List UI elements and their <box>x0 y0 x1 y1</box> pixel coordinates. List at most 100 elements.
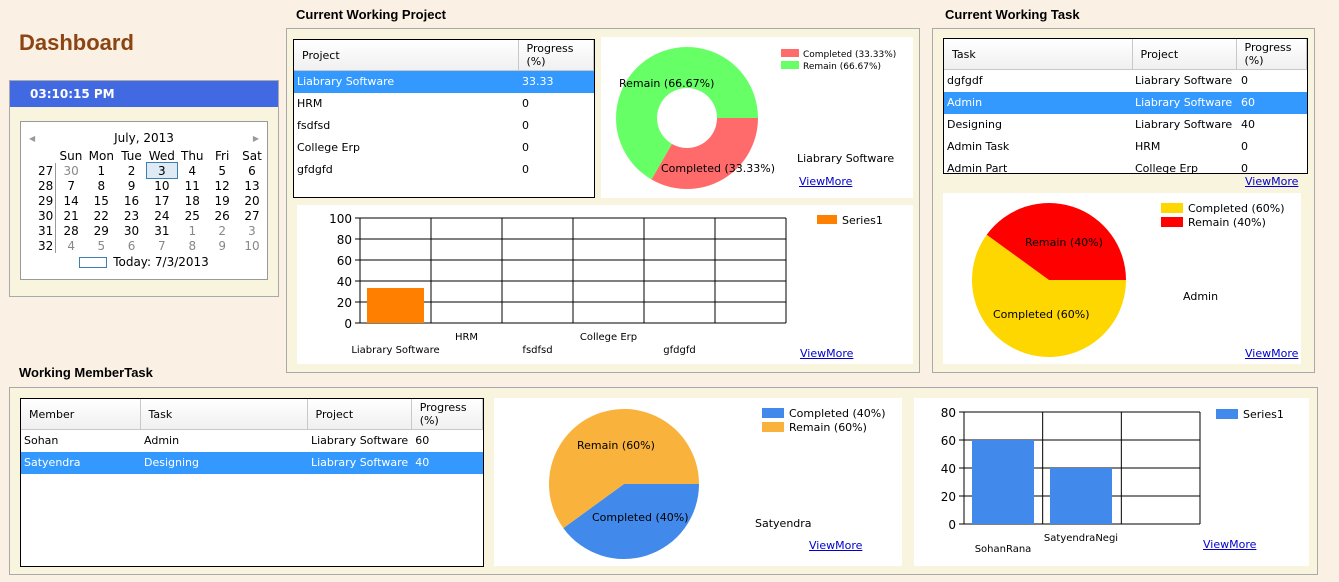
calendar-day[interactable]: 9 <box>218 238 226 253</box>
calendar-day[interactable]: 29 <box>93 223 109 238</box>
task-cell: HRM <box>1135 140 1161 153</box>
project-row[interactable]: College Erp 0 <box>294 137 594 159</box>
calendar-day[interactable]: 12 <box>214 178 230 193</box>
y-tick-label: 40 <box>941 462 956 476</box>
task-grid-viewmore-link[interactable]: ViewMore <box>1245 175 1299 188</box>
task-col-task[interactable]: Task <box>944 39 1133 70</box>
calendar-day[interactable]: 22 <box>93 208 109 223</box>
member-col-project[interactable]: Project <box>307 399 412 430</box>
calendar-today-label[interactable]: Today: 7/3/2013 <box>113 255 209 269</box>
task-panel: Task Project Progress (%) dgfgdf Liabrary… <box>932 28 1315 373</box>
calendar-day[interactable]: 10 <box>244 238 260 253</box>
calendar-day[interactable]: 25 <box>184 208 200 223</box>
calendar-day[interactable]: 3 <box>248 223 256 238</box>
calendar-prev-icon[interactable]: ◀ <box>29 133 36 143</box>
member-pie-label-completed: Completed (40%) <box>592 511 689 524</box>
calendar-next-icon[interactable]: ▶ <box>252 133 259 143</box>
project-col-progress[interactable]: Progress (%) <box>518 40 594 71</box>
calendar-day[interactable]: 30 <box>123 223 140 238</box>
member-pie-viewmore-link[interactable]: ViewMore <box>809 539 863 552</box>
calendar-day[interactable]: 26 <box>214 208 230 223</box>
member-bar-legend: Series1 <box>1243 408 1284 421</box>
task-row[interactable]: Admin Part College Erp 0 <box>944 158 1307 174</box>
calendar-day[interactable]: 20 <box>244 193 260 208</box>
member-pie-slice-remain <box>549 409 699 529</box>
calendar-day[interactable]: 3 <box>145 162 179 179</box>
project-bar-viewmore-link[interactable]: ViewMore <box>800 347 854 360</box>
task-cell: 0 <box>1241 74 1248 88</box>
calendar-day[interactable]: 9 <box>127 178 136 193</box>
member-cell: 60 <box>415 434 430 448</box>
weekday-header: Mon <box>88 148 114 163</box>
member-bar-svg: 0 20 40 60 80 SohanRana SatyendraNegi Series1 <box>941 406 1284 555</box>
week-number: 29 <box>26 193 57 208</box>
member-pie-legend-swatch-remain <box>762 422 784 432</box>
task-col-project[interactable]: Project <box>1132 39 1237 70</box>
calendar-day[interactable]: 19 <box>214 193 230 208</box>
x-tick-label: Liabrary Software <box>351 345 439 356</box>
project-row[interactable]: HRM 0 <box>294 93 594 115</box>
project-donut-viewmore-link[interactable]: ViewMore <box>799 175 853 188</box>
calendar-month-label[interactable]: July, 2013 <box>114 131 174 145</box>
task-row[interactable]: Admin Task HRM 0 <box>944 136 1307 158</box>
project-row[interactable]: fsdfsd 0 <box>294 115 594 137</box>
calendar-day[interactable]: 11 <box>184 178 200 193</box>
calendar-day[interactable]: 23 <box>123 208 140 223</box>
task-cell: College Erp <box>1135 162 1198 174</box>
calendar-day[interactable]: 5 <box>218 163 226 178</box>
task-row[interactable]: dgfgdf Liabrary Software 0 <box>944 70 1307 92</box>
task-grid[interactable]: Task Project Progress (%) dgfgdf Liabrary… <box>943 38 1308 174</box>
calendar-day[interactable]: 28 <box>63 223 79 238</box>
calendar-day[interactable]: 8 <box>97 178 106 193</box>
task-pie-viewmore-link[interactable]: ViewMore <box>1245 347 1299 360</box>
weekday-header: Sun <box>59 148 83 163</box>
member-bar-legend-swatch <box>1216 409 1238 419</box>
calendar-day[interactable]: 8 <box>188 238 197 253</box>
project-cell: Liabrary Software <box>294 70 518 93</box>
calendar-day[interactable]: 1 <box>188 223 197 238</box>
member-row[interactable]: Satyendra Designing Liabrary Software 40 <box>21 451 483 474</box>
calendar-day[interactable]: 24 <box>154 208 170 223</box>
calendar-day[interactable]: 13 <box>244 178 260 193</box>
calendar-day[interactable]: 7 <box>67 178 75 193</box>
donut-caption: Liabrary Software <box>797 152 894 165</box>
member-row[interactable]: Sohan Admin Liabrary Software 60 <box>21 430 483 452</box>
project-row[interactable]: gfdgfd 0 <box>294 159 594 181</box>
task-row[interactable]: Designing Liabrary Software 40 <box>944 114 1307 136</box>
task-pie-slice-completed <box>972 234 1126 357</box>
calendar-day[interactable]: 7 <box>158 238 166 253</box>
calendar-day[interactable]: 31 <box>154 223 170 238</box>
calendar-day[interactable]: 18 <box>184 193 200 208</box>
calendar-day[interactable]: 5 <box>97 238 106 253</box>
calendar[interactable]: ◀ July, 2013 ▶ Sun Mon Tue Wed Thu Fri Sat 27 3… <box>20 121 268 280</box>
clock: 03:10:15 PM <box>10 81 278 107</box>
project-row[interactable]: Liabrary Software 33.33 <box>294 70 594 93</box>
calendar-day[interactable]: 16 <box>123 193 140 208</box>
member-col-progress[interactable]: Progress (%) <box>411 399 483 430</box>
today-marker-icon <box>79 256 108 268</box>
calendar-day[interactable]: 14 <box>63 193 79 208</box>
y-tick-label: 60 <box>337 254 352 268</box>
calendar-day[interactable]: 4 <box>67 238 75 253</box>
member-bar-viewmore-link[interactable]: ViewMore <box>1203 538 1257 551</box>
task-row[interactable]: Admin Liabrary Software 60 <box>944 91 1307 114</box>
calendar-day[interactable]: 21 <box>63 208 79 223</box>
project-grid[interactable]: Project Progress (%) Liabrary Software 33… <box>293 39 595 198</box>
calendar-day[interactable]: 30 <box>63 163 79 178</box>
calendar-day[interactable]: 6 <box>127 238 136 253</box>
task-col-progress[interactable]: Progress (%) <box>1236 39 1307 70</box>
calendar-day[interactable]: 4 <box>188 163 197 178</box>
calendar-day[interactable]: 1 <box>97 163 106 178</box>
member-grid[interactable]: Member Task Project Progress (%) Sohan Ad… <box>20 398 484 567</box>
member-col-task[interactable]: Task <box>140 399 308 430</box>
member-col-member[interactable]: Member <box>21 399 141 430</box>
project-col-project[interactable]: Project <box>294 40 519 71</box>
weekday-header: Wed <box>148 148 175 163</box>
calendar-day[interactable]: 17 <box>154 193 170 208</box>
calendar-day[interactable]: 27 <box>244 208 260 223</box>
calendar-day[interactable]: 15 <box>93 193 109 208</box>
calendar-day[interactable]: 10 <box>154 178 170 193</box>
calendar-day[interactable]: 2 <box>218 223 226 238</box>
calendar-day[interactable]: 6 <box>248 163 256 178</box>
calendar-day[interactable]: 2 <box>127 163 136 178</box>
